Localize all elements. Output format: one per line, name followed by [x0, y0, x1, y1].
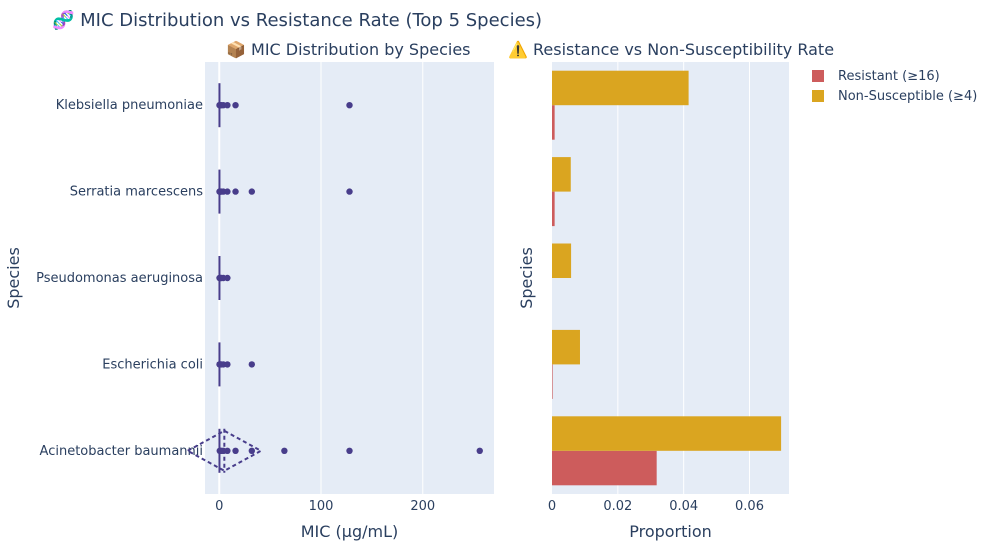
box-trace-klebsiella-pneumoniae [216, 83, 353, 128]
legend-label-non-susceptible: Non-Susceptible (≥4) [838, 88, 978, 104]
legend-swatch-resistant [812, 70, 824, 82]
outlier-point-klebsiella-pneumoniae [346, 102, 353, 109]
bar-non-susceptible-4-escherichia-coli [552, 329, 580, 365]
legend-item-non-susceptible[interactable]: Non-Susceptible (≥4) [812, 86, 977, 106]
outlier-point-acinetobacter-baumannii [346, 447, 353, 454]
bar-resistant-16-serratia-marcescens [552, 191, 555, 227]
outlier-point-pseudomonas-aeruginosa [224, 274, 231, 282]
bar-resistant-16-acinetobacter-baumannii [552, 450, 657, 486]
y-tick-label-left-klebsiella-pneumoniae: Klebsiella pneumoniae [56, 98, 203, 113]
legend[interactable]: Resistant (≥16) Non-Susceptible (≥4) [812, 66, 977, 106]
bar-non-susceptible-4-acinetobacter-baumannii [552, 416, 782, 451]
outlier-point-klebsiella-pneumoniae [232, 102, 239, 109]
x-tick-label-right: 0.06 [735, 499, 764, 514]
bar-non-susceptible-4-serratia-marcescens [552, 157, 571, 192]
bar-resistant-16-escherichia-coli [552, 364, 553, 399]
outlier-point-serratia-marcescens [346, 188, 353, 195]
x-tick-label-left: 100 [309, 499, 334, 514]
legend-label-resistant: Resistant (≥16) [838, 68, 940, 84]
bar-series-non-susceptible-4 [552, 70, 782, 451]
outlier-point-serratia-marcescens [232, 188, 239, 195]
plot-area-left [205, 62, 494, 494]
x-axis-title-left: MIC (µg/mL) [301, 522, 399, 541]
outlier-point-serratia-marcescens [248, 188, 256, 195]
x-axis-title-right: Proportion [629, 522, 712, 541]
y-tick-label-left-escherichia-coli: Escherichia coli [102, 357, 203, 372]
subplot-title-mic: 📦 MIC Distribution by Species [226, 40, 471, 59]
outlier-point-escherichia-coli [248, 361, 256, 368]
outlier-point-escherichia-coli [224, 361, 231, 368]
box-trace-escherichia-coli [216, 342, 256, 387]
bar-series-resistant-16 [552, 105, 657, 486]
subplot-title-resistance: ⚠️ Resistance vs Non-Susceptibility Rate [508, 40, 835, 59]
legend-swatch-non-susceptible [812, 90, 824, 102]
y-axis-title-right: Species [517, 247, 536, 309]
y-tick-label-left-pseudomonas-aeruginosa: Pseudomonas aeruginosa [36, 271, 203, 286]
x-tick-label-right: 0 [548, 499, 556, 514]
box-trace-acinetobacter-baumannii [185, 428, 483, 473]
chart-title: 🧬 MIC Distribution vs Resistance Rate (T… [52, 10, 543, 31]
outlier-point-acinetobacter-baumannii [224, 447, 231, 454]
bar-resistant-16-klebsiella-pneumoniae [552, 105, 555, 140]
x-tick-label-left: 0 [215, 499, 223, 514]
box-trace-pseudomonas-aeruginosa [216, 256, 231, 300]
x-tick-label-right: 0.04 [669, 499, 698, 514]
outlier-point-acinetobacter-baumannii [248, 447, 256, 454]
box-trace-serratia-marcescens [216, 169, 353, 214]
y-tick-label-left-acinetobacter-baumannii: Acinetobacter baumannii [40, 444, 203, 459]
bar-non-susceptible-4-pseudomonas-aeruginosa [552, 243, 572, 278]
y-axis-title-left: Species [4, 247, 23, 309]
outlier-point-klebsiella-pneumoniae [224, 102, 231, 109]
legend-item-resistant[interactable]: Resistant (≥16) [812, 66, 977, 86]
bar-non-susceptible-4-klebsiella-pneumoniae [552, 70, 689, 106]
x-tick-label-right: 0.02 [603, 499, 632, 514]
outlier-point-acinetobacter-baumannii [281, 447, 288, 454]
outlier-point-acinetobacter-baumannii [232, 447, 239, 454]
outlier-point-acinetobacter-baumannii [476, 447, 483, 454]
y-tick-label-left-serratia-marcescens: Serratia marcescens [70, 185, 203, 200]
x-tick-label-left: 200 [410, 499, 435, 514]
outlier-point-serratia-marcescens [224, 188, 231, 195]
